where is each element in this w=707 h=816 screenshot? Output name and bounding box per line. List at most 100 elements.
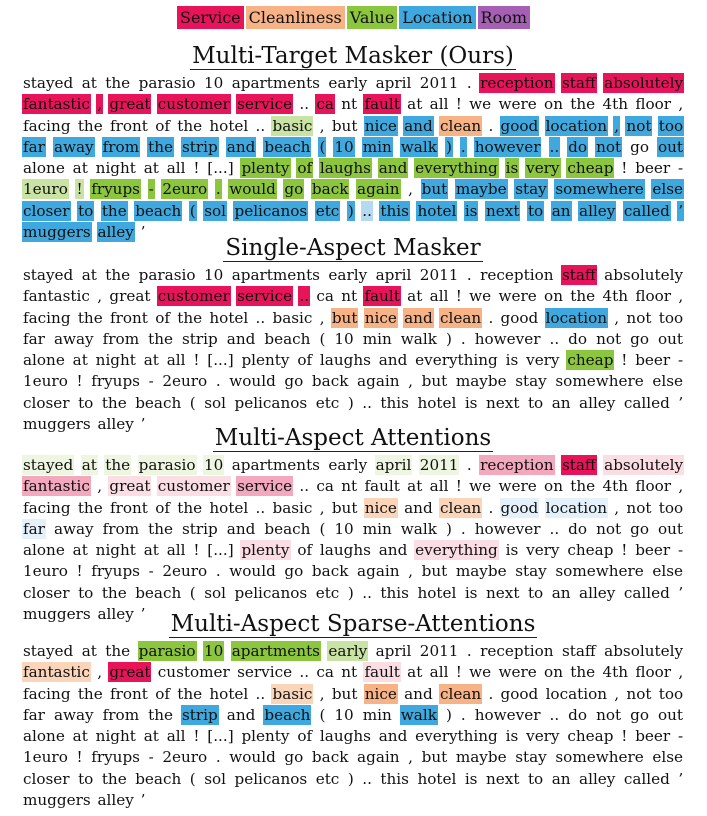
review-token: , (408, 562, 413, 581)
review-token: ! (455, 477, 462, 496)
review-token: ! (621, 351, 628, 370)
review-token: apartments (231, 266, 320, 284)
review-token: and (403, 115, 434, 136)
review-token: fantastic (23, 287, 90, 306)
review-token: muggers (23, 791, 91, 810)
review-token: else (652, 562, 684, 581)
review-token: the (77, 498, 103, 517)
review-token: all (166, 727, 186, 746)
review-token: fantastic (22, 662, 91, 683)
review-token: . (466, 456, 472, 474)
review-token: cheap (567, 541, 614, 560)
review-token: is (464, 393, 478, 412)
review-token: away (53, 329, 94, 348)
review-token: 4th (602, 477, 629, 496)
review-token: strip (182, 329, 218, 348)
review-token: of (297, 541, 313, 560)
review-token: [...] (207, 727, 234, 746)
review-token: stayed (23, 642, 74, 660)
review-token: . (488, 498, 494, 517)
review-token: great (108, 94, 152, 115)
review-token: good (500, 308, 539, 327)
review-token: , (614, 308, 620, 327)
review-token: next (485, 769, 520, 788)
review-token: , (614, 684, 620, 703)
panel-single-aspect-masker: Single-Aspect Masker stayed at the paras… (22, 234, 684, 435)
review-token: .. (255, 308, 266, 327)
review-token: april (375, 266, 412, 284)
review-token: called (623, 393, 670, 412)
review-token: walk (399, 704, 438, 725)
review-token: the (147, 136, 174, 157)
review-token: ’ (678, 769, 684, 788)
review-token: and (378, 727, 408, 746)
review-token: parasio (138, 266, 196, 284)
review-token: ( (319, 705, 326, 724)
review-token: , (97, 663, 103, 682)
review-token: at (143, 159, 159, 178)
review-token: ( (319, 329, 326, 348)
review-token: back (311, 372, 349, 391)
review-token: beach (263, 136, 312, 157)
review-token: clean (438, 683, 483, 704)
review-token: 2011 (419, 642, 459, 660)
review-token: everything (415, 727, 498, 746)
review-token: .. (255, 684, 266, 703)
review-token: we (469, 477, 492, 496)
review-token: do (568, 705, 588, 724)
review-token: . (460, 705, 466, 724)
review-token: called (622, 200, 671, 221)
review-token: nt (341, 95, 358, 114)
review-token: 10 (202, 455, 225, 475)
review-token: apartments (230, 641, 321, 661)
review-token: location (544, 497, 609, 518)
review-token: an (551, 393, 571, 412)
review-token: good (499, 115, 540, 136)
aspect-legend: Service Cleanliness Value Location Room (0, 6, 707, 29)
review-token: ’ (677, 200, 685, 221)
review-token: , (678, 663, 684, 682)
review-token: service (236, 476, 294, 497)
review-token: the (77, 308, 103, 327)
review-token: fault (363, 662, 401, 683)
review-token: alley (97, 415, 134, 434)
review-token: basic (272, 498, 313, 517)
review-token: do (568, 329, 588, 348)
review-token: parasio (138, 74, 196, 92)
review-token: , (319, 308, 325, 327)
review-token: .. (361, 200, 373, 221)
review-token: .. (362, 769, 372, 788)
review-token: , (97, 287, 103, 306)
review-token: basic (271, 115, 314, 136)
review-token: the (177, 684, 203, 703)
panel-title: Multi-Aspect Sparse-Attentions (168, 611, 538, 638)
review-token: reception (480, 642, 554, 660)
review-token: ! (76, 372, 83, 391)
review-token: , (319, 116, 325, 135)
review-token: etc (314, 200, 341, 221)
review-token: stay (514, 179, 548, 200)
review-token: .. (255, 498, 266, 517)
review-token: , (319, 498, 325, 517)
review-token: the (177, 308, 203, 327)
review-token: floor (635, 663, 672, 682)
review-token: too (658, 498, 684, 517)
review-token: of (297, 727, 313, 746)
review-token: walk (400, 329, 437, 348)
review-token: .. (549, 519, 560, 538)
review-token: at (81, 74, 97, 92)
review-token: but (331, 498, 358, 517)
review-token: very (526, 727, 560, 746)
review-token: ! (455, 663, 462, 682)
review-token: 10 (333, 136, 355, 157)
review-token: at (143, 351, 159, 370)
review-token: . (215, 372, 221, 391)
review-token: all (166, 541, 186, 560)
review-token: go (630, 705, 649, 724)
review-token: ca (316, 287, 334, 306)
review-token: night (95, 159, 136, 178)
panel-multi-aspect-sparse-attentions: Multi-Aspect Sparse-Attentions stayed at… (22, 610, 684, 811)
review-token: stay (515, 372, 547, 391)
review-token: 1euro (22, 179, 69, 200)
review-token: beach (264, 329, 311, 348)
